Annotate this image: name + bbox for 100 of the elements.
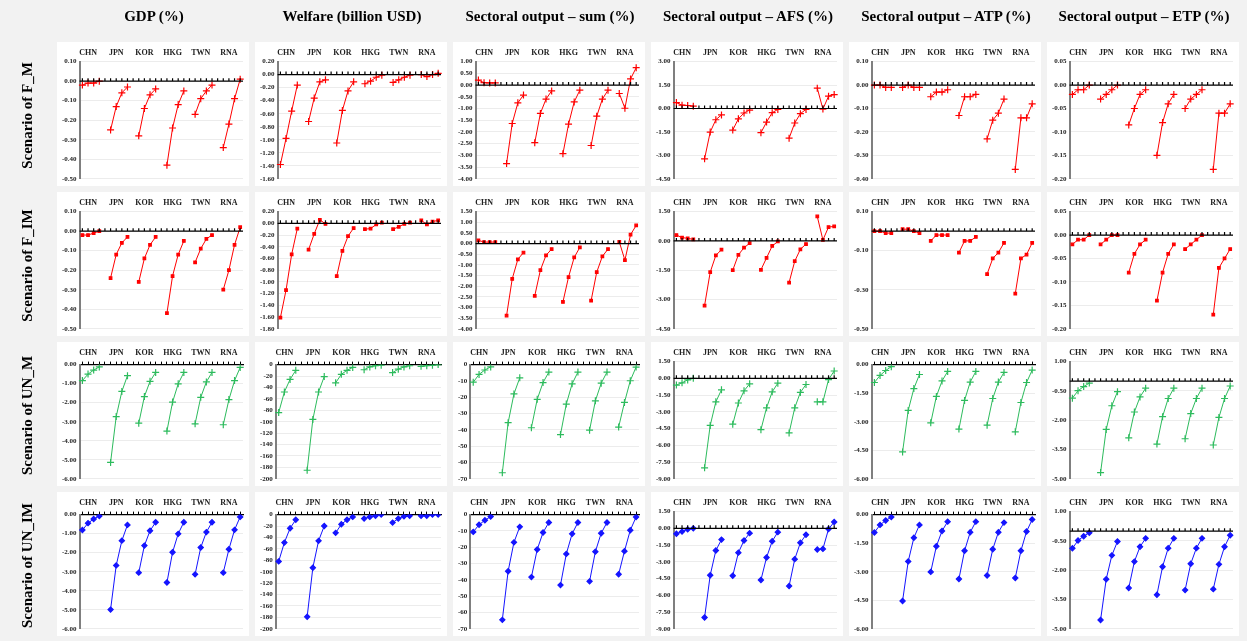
x-tick-label: JPN	[900, 497, 916, 507]
x-tick-label: TWN	[389, 47, 409, 57]
x-tick-label: JPN	[1098, 347, 1114, 357]
x-tick-label: TWN	[785, 497, 805, 507]
x-tick-label: TWN	[191, 497, 211, 507]
x-tick-label: JPN	[702, 497, 718, 507]
x-tick-label: HKG	[360, 347, 380, 357]
x-tick-label: CHN	[79, 197, 98, 207]
x-tick-label: KOR	[135, 497, 154, 507]
x-tick-label: CHN	[673, 47, 692, 57]
x-tick-label: HKG	[955, 347, 974, 357]
x-tick-label: KOR	[1125, 197, 1144, 207]
x-tick-label: TWN	[585, 347, 606, 357]
x-tick-label: KOR	[531, 197, 550, 207]
x-tick-label: JPN	[1098, 47, 1114, 57]
x-tick-label: CHN	[1069, 197, 1088, 207]
x-tick-label: KOR	[729, 497, 748, 507]
x-tick-label: RNA	[1210, 497, 1228, 507]
x-tick-label: JPN	[305, 347, 321, 357]
x-tick-label: CHN	[475, 47, 494, 57]
x-tick-label: TWN	[587, 47, 607, 57]
x-tick-label: KOR	[729, 197, 748, 207]
x-tick-label: RNA	[616, 47, 634, 57]
x-tick-label: CHN	[1069, 347, 1088, 357]
x-tick-label: HKG	[361, 197, 380, 207]
x-tick-label: KOR	[927, 497, 946, 507]
x-tick-label: KOR	[927, 347, 946, 357]
x-tick-label: CHN	[79, 497, 98, 507]
x-tick-label: RNA	[418, 347, 436, 357]
x-tick-label: HKG	[163, 47, 182, 57]
x-tick-label: JPN	[305, 497, 321, 507]
x-tick-label: CHN	[470, 497, 489, 507]
chart-title: Sectoral output – ETP (%)	[1057, 8, 1231, 25]
x-tick-label: TWN	[1181, 497, 1201, 507]
x-tick-label: HKG	[1153, 47, 1172, 57]
y-axis-title: Scenario of F_M	[19, 61, 36, 169]
x-tick-label: RNA	[418, 497, 436, 507]
x-tick-label: CHN	[475, 197, 494, 207]
x-tick-label: RNA	[418, 197, 436, 207]
x-tick-label: KOR	[1125, 47, 1144, 57]
x-tick-label: JPN	[108, 197, 124, 207]
chart-title: Welfare (billion USD)	[281, 8, 423, 25]
x-tick-label: JPN	[1098, 497, 1114, 507]
x-tick-label: CHN	[79, 47, 98, 57]
x-tick-label: RNA	[1012, 47, 1030, 57]
x-tick-label: HKG	[163, 347, 182, 357]
x-tick-label: RNA	[220, 47, 238, 57]
x-tick-label: RNA	[1210, 47, 1228, 57]
x-tick-label: HKG	[360, 497, 380, 507]
x-tick-label: JPN	[306, 197, 322, 207]
x-tick-label: RNA	[615, 347, 634, 357]
x-tick-label: JPN	[108, 497, 124, 507]
x-tick-label: CHN	[871, 497, 890, 507]
x-tick-label: KOR	[333, 197, 352, 207]
x-tick-label: TWN	[388, 347, 409, 357]
x-tick-label: JPN	[1098, 197, 1114, 207]
x-tick-label: HKG	[559, 47, 578, 57]
chart-title: Sectoral output – ATP (%)	[860, 8, 1032, 25]
x-tick-label: CHN	[673, 497, 692, 507]
x-tick-label: JPN	[702, 347, 718, 357]
x-tick-label: RNA	[1012, 347, 1030, 357]
x-tick-label: KOR	[531, 47, 550, 57]
x-tick-label: CHN	[871, 47, 890, 57]
x-tick-label: RNA	[1012, 497, 1030, 507]
x-tick-label: RNA	[814, 347, 832, 357]
x-tick-label: HKG	[1153, 347, 1172, 357]
x-tick-label: TWN	[1181, 347, 1201, 357]
x-tick-label: HKG	[955, 47, 974, 57]
x-tick-label: KOR	[1125, 347, 1144, 357]
x-tick-label: HKG	[757, 347, 776, 357]
x-tick-label: TWN	[785, 47, 805, 57]
x-tick-label: HKG	[955, 197, 974, 207]
x-tick-label: TWN	[1181, 197, 1201, 207]
x-tick-label: JPN	[702, 47, 718, 57]
x-tick-label: TWN	[191, 47, 211, 57]
x-tick-label: RNA	[615, 497, 634, 507]
y-axis-title: Scenario of UN_M	[19, 355, 36, 475]
x-tick-label: JPN	[108, 347, 124, 357]
x-tick-label: KOR	[729, 347, 748, 357]
x-tick-label: TWN	[785, 347, 805, 357]
x-tick-label: KOR	[729, 47, 748, 57]
x-tick-label: HKG	[757, 47, 776, 57]
x-tick-label: KOR	[135, 47, 154, 57]
x-tick-label: KOR	[332, 347, 351, 357]
x-tick-label: TWN	[983, 47, 1003, 57]
x-tick-label: HKG	[955, 497, 974, 507]
x-tick-label: TWN	[587, 197, 607, 207]
x-tick-label: TWN	[388, 497, 409, 507]
y-axis-title: Scenario of F_IM	[19, 208, 36, 322]
x-tick-label: KOR	[333, 47, 352, 57]
x-tick-label: CHN	[79, 347, 98, 357]
x-tick-label: HKG	[556, 497, 576, 507]
x-tick-label: JPN	[504, 197, 520, 207]
x-tick-label: JPN	[504, 47, 520, 57]
x-tick-label: CHN	[277, 47, 296, 57]
x-tick-label: RNA	[418, 47, 436, 57]
x-tick-label: JPN	[500, 347, 516, 357]
x-tick-label: CHN	[1069, 47, 1088, 57]
x-tick-label: CHN	[277, 197, 296, 207]
x-tick-label: CHN	[470, 347, 489, 357]
